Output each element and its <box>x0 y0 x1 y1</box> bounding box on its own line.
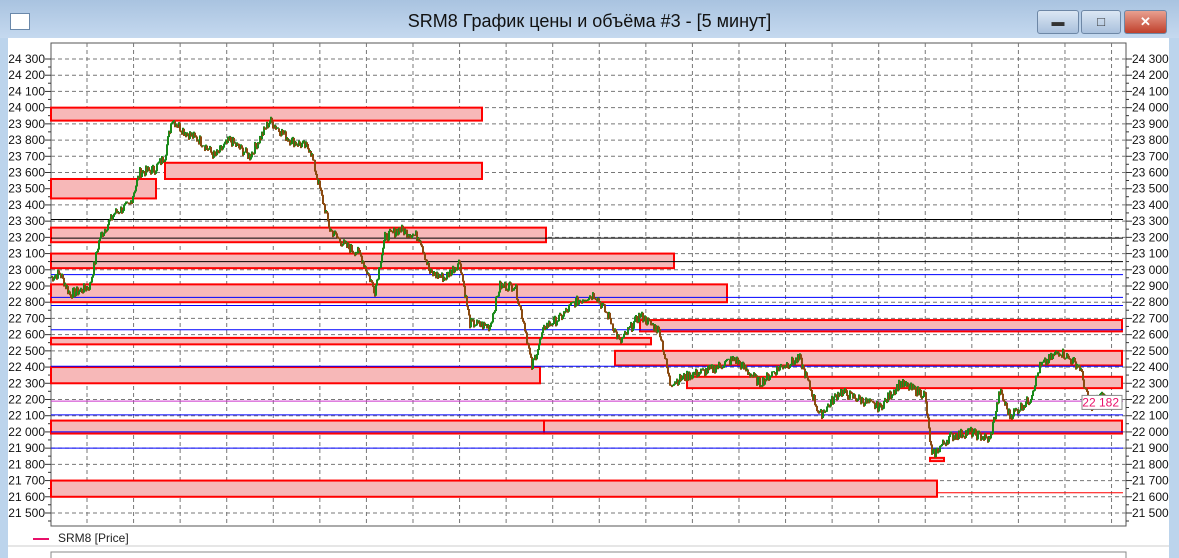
y-tick-label-right: 22 300 <box>1132 376 1169 390</box>
close-button[interactable]: ✕ <box>1124 10 1167 34</box>
y-tick-label-right: 22 900 <box>1132 279 1169 293</box>
y-tick-label-left: 23 000 <box>8 263 45 277</box>
maximize-button[interactable]: □ <box>1081 10 1121 34</box>
price-zone <box>164 161 483 180</box>
chart-app-icon <box>10 13 30 30</box>
y-tick-label-left: 22 100 <box>8 409 45 423</box>
price-zone <box>50 366 541 385</box>
price-zone <box>50 106 483 122</box>
price-zone <box>639 319 1123 333</box>
window-title: SRM8 График цены и объёма #3 - [5 минут] <box>407 11 772 31</box>
y-tick-label-left: 23 800 <box>8 133 45 147</box>
y-tick-label-right: 24 000 <box>1132 101 1169 115</box>
y-tick-label-left: 22 900 <box>8 279 45 293</box>
y-tick-label-left: 24 200 <box>8 68 45 82</box>
y-tick-label-right: 22 000 <box>1132 425 1169 439</box>
y-tick-label-right: 23 900 <box>1132 117 1169 131</box>
price-zone <box>543 419 1123 435</box>
y-tick-label-left: 23 100 <box>8 247 45 261</box>
price-zone <box>50 336 652 346</box>
y-tick-label-right: 24 300 <box>1132 52 1169 66</box>
y-tick-label-right: 22 100 <box>1132 409 1169 423</box>
y-tick-label-left: 22 000 <box>8 425 45 439</box>
price-zone <box>614 349 1123 367</box>
y-tick-label-left: 22 200 <box>8 392 45 406</box>
y-tick-label-left: 23 600 <box>8 165 45 179</box>
y-tick-label-left: 21 800 <box>8 457 45 471</box>
y-tick-label-left: 22 500 <box>8 344 45 358</box>
y-tick-label-right: 22 700 <box>1132 311 1169 325</box>
y-tick-label-right: 23 300 <box>1132 214 1169 228</box>
price-zone <box>929 456 945 463</box>
y-tick-label-right: 23 800 <box>1132 133 1169 147</box>
y-tick-label-right: 22 200 <box>1132 392 1169 406</box>
y-tick-label-left: 22 800 <box>8 295 45 309</box>
y-tick-label-right: 21 500 <box>1132 506 1169 520</box>
y-tick-label-right: 21 700 <box>1132 474 1169 488</box>
y-tick-label-left: 21 700 <box>8 474 45 488</box>
y-tick-label-right: 23 400 <box>1132 198 1169 212</box>
legend-swatch <box>33 537 49 540</box>
y-tick-label-right: 22 400 <box>1132 360 1169 374</box>
y-tick-label-left: 22 300 <box>8 376 45 390</box>
y-tick-label-left: 22 400 <box>8 360 45 374</box>
last-price-marker <box>1081 394 1123 410</box>
legend: SRM8 [Price] <box>33 531 129 545</box>
price-zone <box>50 283 728 304</box>
y-tick-label-right: 23 500 <box>1132 182 1169 196</box>
minimize-button[interactable]: ▬ <box>1037 10 1079 34</box>
y-tick-label-right: 21 600 <box>1132 490 1169 504</box>
y-tick-label-left: 22 600 <box>8 328 45 342</box>
y-tick-label-left: 23 400 <box>8 198 45 212</box>
y-tick-label-right: 21 900 <box>1132 441 1169 455</box>
price-zone <box>50 177 157 200</box>
last-price-label: 22 182 <box>1082 395 1119 409</box>
y-tick-label-right: 23 200 <box>1132 230 1169 244</box>
price-zone <box>50 226 547 244</box>
y-tick-label-left: 23 300 <box>8 214 45 228</box>
y-tick-label-left: 24 000 <box>8 101 45 115</box>
y-tick-label-left: 23 200 <box>8 230 45 244</box>
y-tick-label-left: 21 600 <box>8 490 45 504</box>
y-tick-label-left: 24 100 <box>8 84 45 98</box>
y-tick-label-left: 22 700 <box>8 311 45 325</box>
legend-label: SRM8 [Price] <box>58 531 129 545</box>
y-tick-label-right: 24 200 <box>1132 68 1169 82</box>
y-tick-label-right: 22 800 <box>1132 295 1169 309</box>
y-tick-label-left: 21 500 <box>8 506 45 520</box>
y-tick-label-right: 21 800 <box>1132 457 1169 471</box>
y-tick-label-right: 23 600 <box>1132 165 1169 179</box>
y-tick-label-left: 21 900 <box>8 441 45 455</box>
y-tick-label-right: 22 500 <box>1132 344 1169 358</box>
y-tick-label-right: 23 700 <box>1132 149 1169 163</box>
volume-panel <box>50 551 1127 558</box>
y-tick-label-left: 23 700 <box>8 149 45 163</box>
price-zone <box>50 479 938 498</box>
title-bar: SRM8 График цены и объёма #3 - [5 минут]… <box>0 0 1179 38</box>
y-tick-label-right: 23 100 <box>1132 247 1169 261</box>
y-tick-label-right: 24 100 <box>1132 84 1169 98</box>
y-tick-label-left: 23 900 <box>8 117 45 131</box>
y-tick-label-left: 24 300 <box>8 52 45 66</box>
y-tick-label-left: 23 500 <box>8 182 45 196</box>
y-tick-label-right: 23 000 <box>1132 263 1169 277</box>
y-tick-label-right: 22 600 <box>1132 328 1169 342</box>
